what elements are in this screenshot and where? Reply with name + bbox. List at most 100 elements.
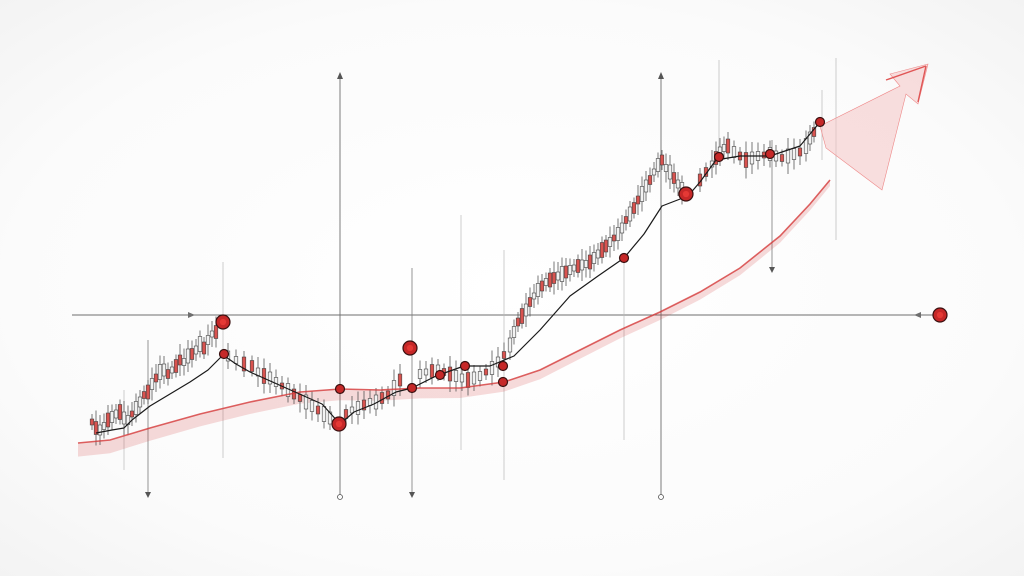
candle-up: [721, 144, 727, 152]
candle-up: [579, 259, 585, 271]
candle-down: [539, 280, 545, 292]
candle-up: [655, 158, 661, 172]
arrow-stroke: [885, 65, 927, 81]
candle-down: [659, 154, 665, 166]
candle-up: [267, 371, 273, 385]
candle-down: [117, 404, 123, 420]
candle-up: [619, 222, 625, 234]
candle-up: [423, 368, 429, 376]
candle-up: [615, 227, 621, 241]
candle-up: [559, 266, 565, 282]
candle-down: [635, 195, 641, 205]
arrow-down-icon: [769, 267, 775, 273]
candle-down: [501, 351, 507, 359]
data-point-marker: [814, 116, 826, 128]
candle-down: [515, 317, 521, 327]
price-line-series: [95, 121, 821, 434]
arrow-stroke: [917, 65, 927, 103]
price-line: [95, 121, 821, 434]
marker-highlight: [682, 190, 690, 198]
candle-up: [571, 264, 577, 272]
marker-highlight: [936, 311, 944, 319]
data-point-marker: [459, 360, 471, 372]
candle-down: [599, 242, 605, 258]
candle-up: [489, 361, 495, 375]
candle-down: [129, 410, 135, 418]
candle-up: [355, 401, 361, 415]
candle-down: [647, 175, 653, 185]
candle-up: [749, 151, 755, 165]
candle-up: [477, 371, 483, 381]
candle-down: [93, 421, 99, 435]
candle-up: [567, 265, 573, 275]
candlestick-series: [89, 121, 817, 446]
candle-down: [153, 373, 159, 383]
data-point-marker: [764, 148, 776, 160]
candle-down: [177, 354, 183, 366]
candle-up: [321, 406, 327, 422]
candle-up: [417, 369, 423, 379]
candle-up: [101, 422, 107, 430]
candle-down: [563, 265, 569, 279]
candle-up: [181, 358, 187, 366]
candle-up: [807, 131, 813, 145]
candle-up: [303, 394, 309, 410]
arrow-left-icon: [914, 312, 921, 318]
candle-down: [743, 152, 749, 168]
candle-down: [213, 325, 219, 339]
candle-down: [671, 172, 677, 184]
candle-up: [185, 348, 191, 364]
candle-down: [105, 412, 111, 428]
candle-down: [89, 418, 95, 426]
data-point-marker: [406, 382, 418, 394]
candle-up: [791, 148, 797, 160]
candle-up: [97, 424, 103, 436]
candle-down: [249, 360, 255, 372]
candle-up: [471, 371, 477, 385]
candle-up: [535, 283, 541, 297]
candle-up: [121, 411, 127, 425]
candle-up: [453, 370, 459, 382]
data-point-marker: [713, 151, 725, 163]
candle-up: [205, 335, 211, 345]
candle-up: [273, 377, 279, 387]
candle-down: [297, 394, 303, 402]
trend-band: [78, 180, 830, 457]
data-point-marker: [218, 348, 230, 360]
candle-up: [651, 168, 657, 176]
candle-down: [779, 154, 785, 162]
candle-up: [639, 186, 645, 202]
candle-down: [165, 369, 171, 379]
candle-down: [527, 297, 533, 307]
candle-up: [109, 411, 115, 423]
candle-down: [261, 368, 267, 384]
candle-down: [551, 272, 557, 284]
trend-line-series: [77, 179, 831, 444]
candle-down: [241, 356, 247, 372]
marker-highlight: [219, 318, 227, 326]
marker-highlight: [406, 344, 414, 352]
candle-up: [543, 278, 549, 286]
candle-down: [797, 147, 803, 157]
candle-up: [591, 252, 597, 264]
candle-up: [675, 179, 681, 189]
guide-lines: [72, 58, 940, 500]
arrow-down-icon: [409, 492, 415, 498]
candle-up: [459, 373, 465, 383]
candle-down: [447, 366, 453, 382]
candle-down: [575, 259, 581, 273]
candle-up: [197, 336, 203, 352]
candle-up: [149, 378, 155, 390]
candle-up: [555, 271, 561, 281]
candle-up: [209, 330, 215, 338]
candle-up: [531, 292, 537, 300]
candle-down: [397, 373, 403, 387]
candle-down: [483, 368, 489, 376]
candle-up: [643, 179, 649, 193]
candle-up: [157, 364, 163, 380]
arrow-up-icon: [337, 72, 343, 79]
candle-up: [391, 380, 397, 396]
candle-down: [173, 359, 179, 373]
trend-band-area: [78, 180, 830, 457]
axis-origin-icon: [337, 494, 343, 500]
